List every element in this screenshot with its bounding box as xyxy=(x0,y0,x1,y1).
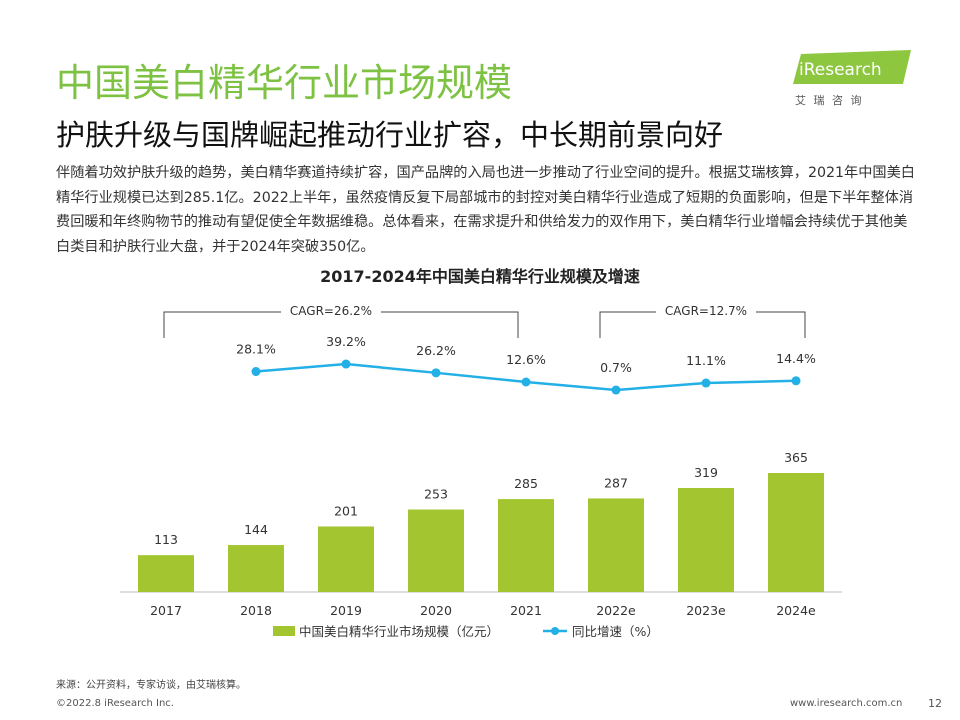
legend-label: 中国美白精华行业市场规模（亿元） xyxy=(299,624,499,639)
x-tick-label: 2021 xyxy=(510,603,542,618)
growth-point xyxy=(341,359,351,369)
bar-label: 285 xyxy=(514,476,538,491)
growth-point xyxy=(251,367,261,377)
growth-point xyxy=(791,376,801,386)
x-tick-label: 2017 xyxy=(150,603,182,618)
bar-label: 253 xyxy=(424,487,448,502)
bar xyxy=(768,473,824,592)
growth-label: 28.1% xyxy=(236,342,276,357)
growth-label: 0.7% xyxy=(600,360,632,375)
x-tick-label: 2019 xyxy=(330,603,362,618)
bar xyxy=(588,498,644,592)
bar-label: 113 xyxy=(154,532,178,547)
bar-label: 287 xyxy=(604,475,628,490)
growth-label: 12.6% xyxy=(506,352,546,367)
growth-label: 26.2% xyxy=(416,343,456,358)
growth-label: 14.4% xyxy=(776,351,816,366)
x-tick-label: 2022e xyxy=(596,603,636,618)
bar xyxy=(228,545,284,592)
url: www.iresearch.com.cn xyxy=(790,698,903,709)
logo-subtitle: 艾 瑞 咨 询 xyxy=(795,94,864,107)
chart-title: 2017-2024年中国美白精华行业规模及增速 xyxy=(320,267,640,286)
x-tick-label: 2024e xyxy=(776,603,816,618)
logo-shape xyxy=(793,50,911,84)
bar xyxy=(678,487,734,592)
x-tick-label: 2018 xyxy=(240,603,272,618)
cagr-bracket xyxy=(599,311,806,338)
cagr-bracket xyxy=(163,311,519,338)
growth-point xyxy=(611,385,621,395)
bar-label: 365 xyxy=(784,450,808,465)
legend-label: 同比增速（%） xyxy=(572,624,659,639)
growth-label: 11.1% xyxy=(686,353,726,368)
logo-text: iResearch xyxy=(799,60,882,80)
slide-subtitle: 护肤升级与国牌崛起推动行业扩容，中长期前景向好 xyxy=(56,118,724,152)
slide-title: 中国美白精华行业市场规模 xyxy=(56,61,513,105)
x-tick-label: 2023e xyxy=(686,603,726,618)
source: 来源：公开资料，专家访谈，由艾瑞核算。 xyxy=(56,680,246,691)
page-number: 12 xyxy=(928,697,942,710)
bar-label: 319 xyxy=(694,465,718,480)
bar xyxy=(138,555,194,592)
x-tick-label: 2020 xyxy=(420,603,452,618)
growth-point xyxy=(431,368,441,378)
cagr-label: CAGR=12.7% xyxy=(665,304,747,318)
logo: iResearch xyxy=(793,50,911,84)
copyright: ©2022.8 iResearch Inc. xyxy=(56,698,174,709)
legend-dot xyxy=(551,627,559,635)
cagr-label: CAGR=26.2% xyxy=(290,304,372,318)
bar-label: 201 xyxy=(334,503,358,518)
growth-point xyxy=(701,378,711,388)
growth-point xyxy=(521,377,531,387)
bar xyxy=(318,526,374,592)
bar xyxy=(498,499,554,592)
body-text: 伴随着功效护肤升级的趋势，美白精华赛道持续扩容，国产品牌的入局也进一步推动了行业… xyxy=(56,165,915,255)
growth-label: 39.2% xyxy=(326,334,366,349)
bar-label: 144 xyxy=(244,522,268,537)
legend-swatch xyxy=(273,626,295,636)
bar xyxy=(408,509,464,592)
